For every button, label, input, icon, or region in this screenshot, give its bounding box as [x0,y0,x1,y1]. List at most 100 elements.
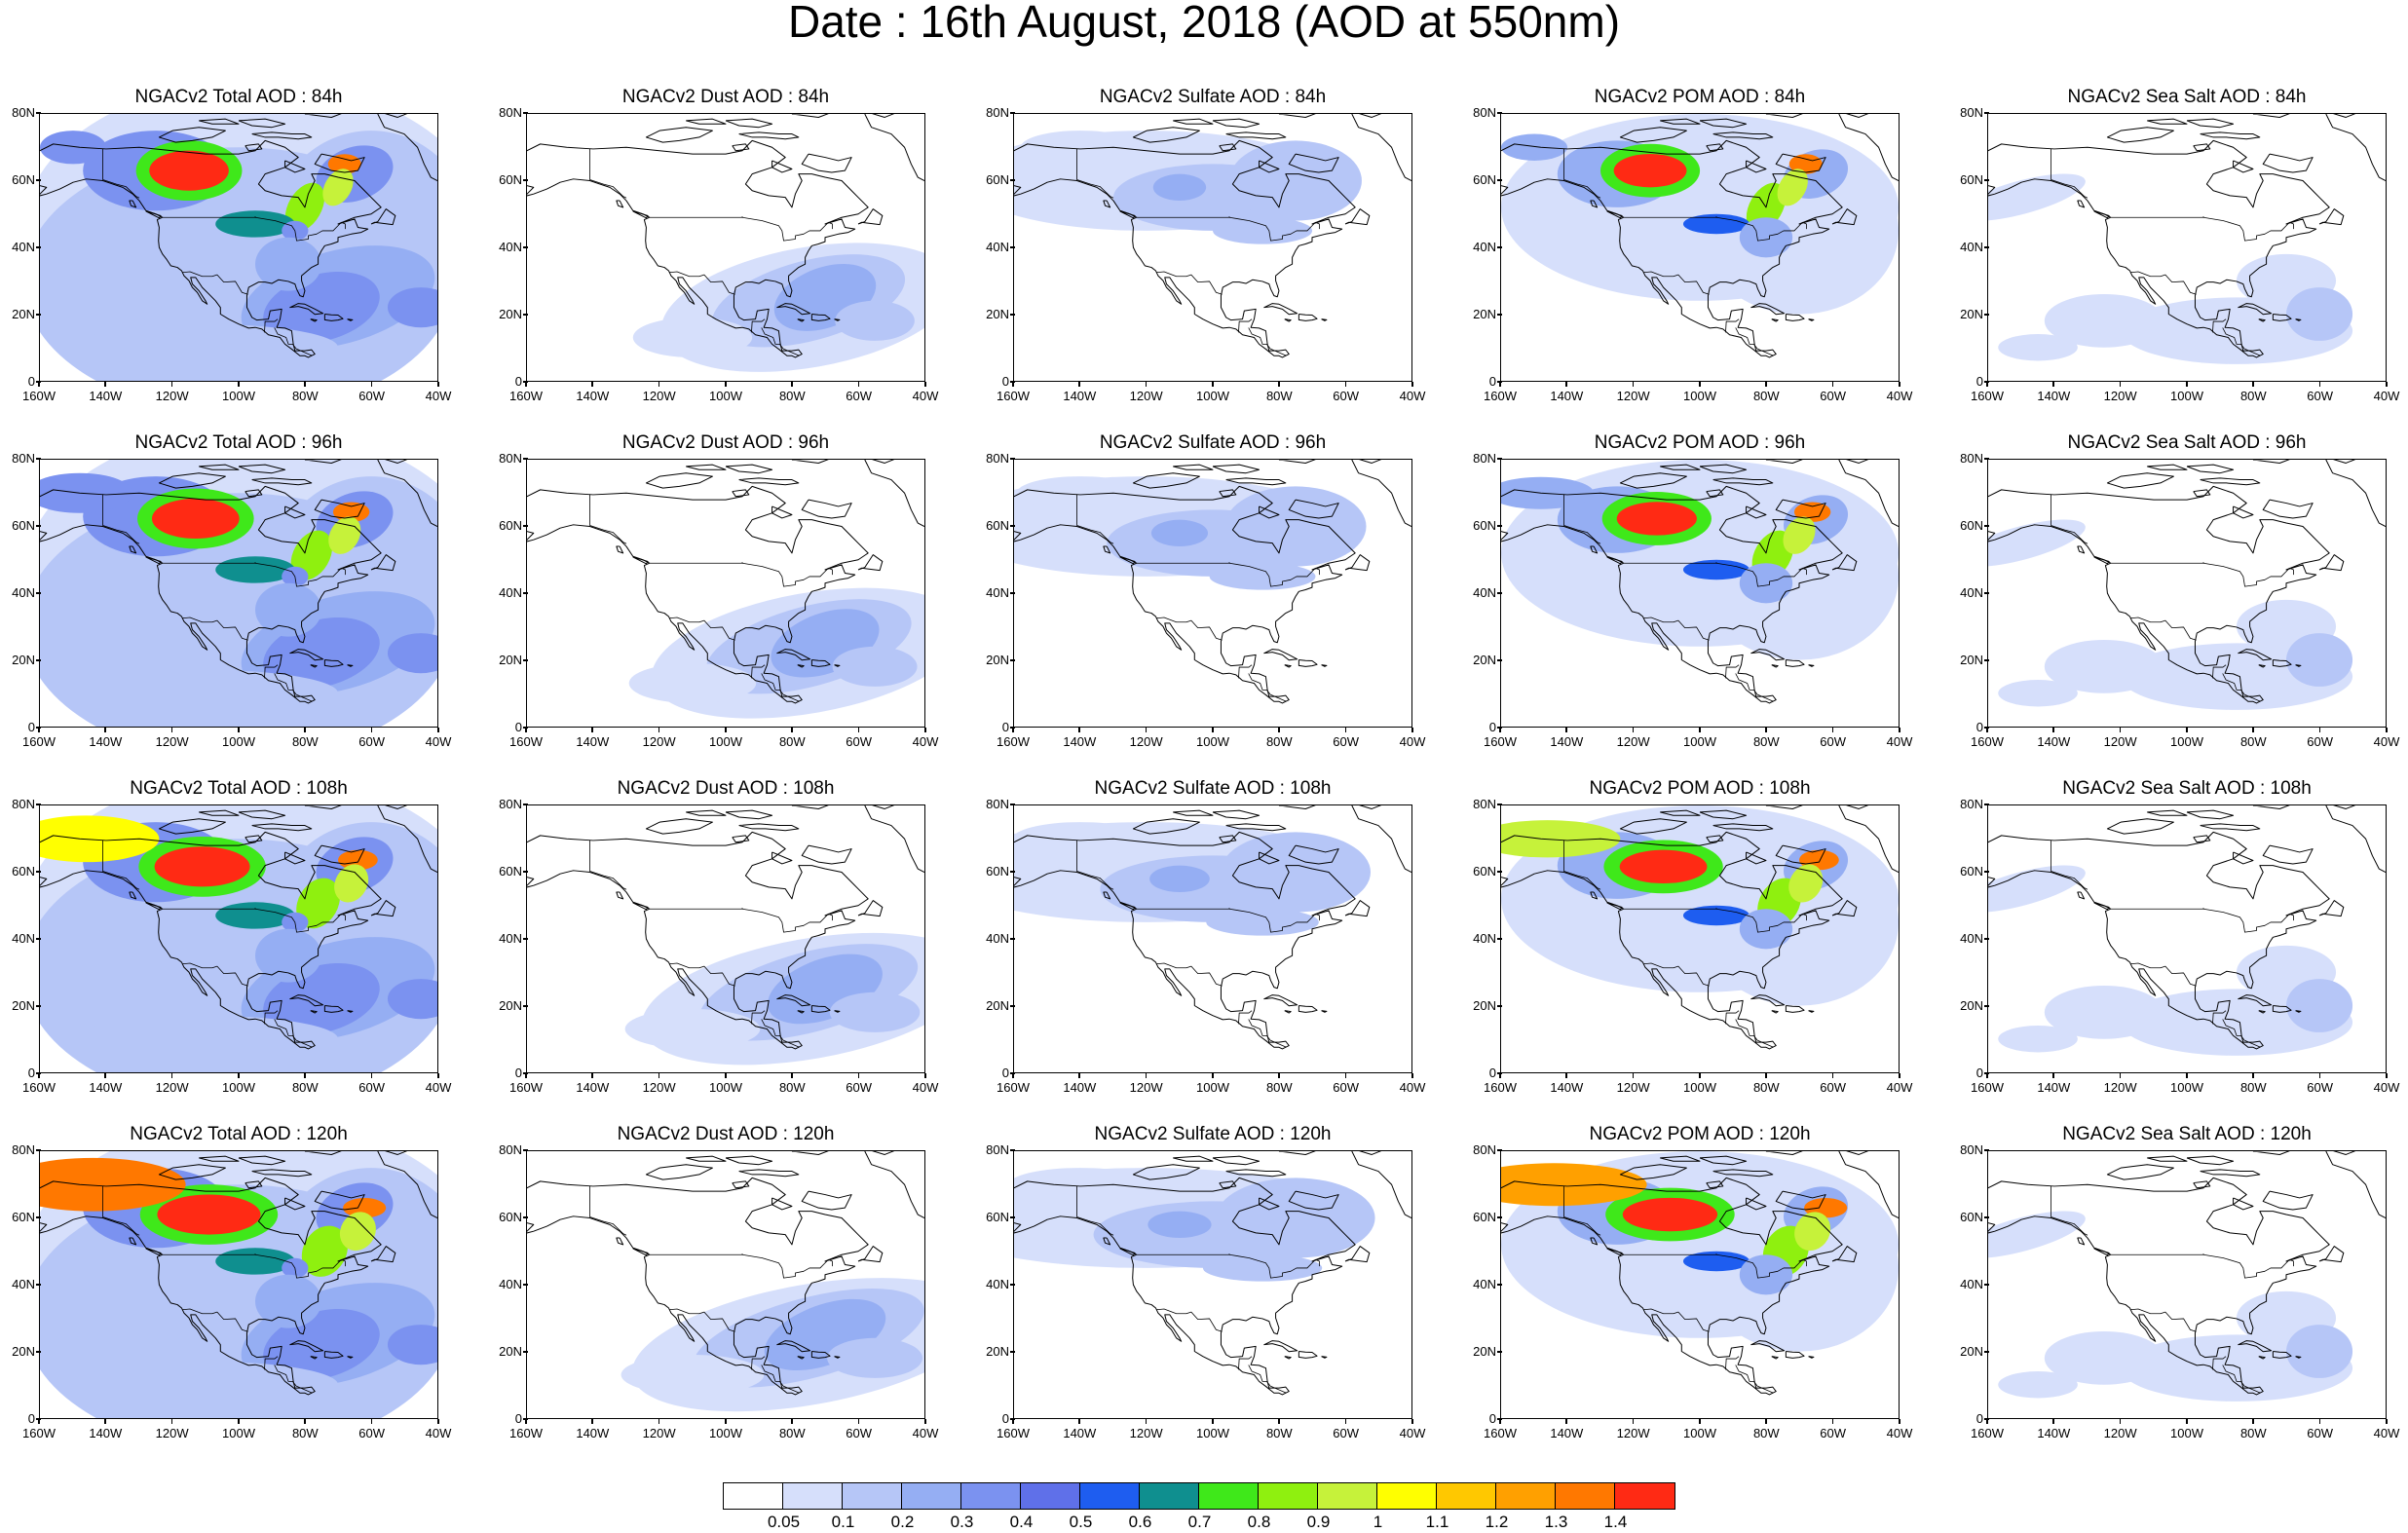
lon-tick-label: 100W [2170,1080,2203,1095]
colorbar-label: 0.1 [831,1513,855,1531]
coastline [1259,1197,1280,1211]
coastline [2333,1151,2356,1155]
lat-tick-label: 0 [27,374,35,389]
aod-region [1501,1163,1647,1207]
lon-tick-label: 80W [1265,1080,1293,1095]
coastline [1344,208,1371,226]
lon-tick [238,382,240,387]
lat-tick-label: 60N [1960,864,1983,879]
country-border [1248,673,1287,702]
panel-title: NGACv2 Sulfate AOD : 108h [1094,778,1332,799]
lat-tick-label: 60N [499,172,522,187]
coastline [289,649,324,661]
country-border [1228,562,1320,587]
coastline [1706,1180,1724,1189]
lat-tick [523,1418,528,1420]
coastline [377,805,437,873]
aod-region [2044,293,2164,348]
lon-tick [2052,382,2054,387]
lon-tick [170,382,173,387]
lat-tick [1984,314,1989,316]
lon-tick [370,1419,373,1424]
panel-title: NGACv2 Sea Salt AOD : 120h [2062,1124,2312,1144]
country-border [2222,1365,2261,1394]
lon-tick [658,1419,660,1424]
coastline [2295,664,2302,667]
map-frame [526,113,925,382]
aod-region [157,1194,261,1235]
lat-tick-label: 20N [12,1344,35,1359]
lat-tick-label: 20N [499,1344,522,1359]
coastline [199,1155,240,1162]
coastline [2233,1197,2254,1211]
lon-tick-label: 120W [1616,1426,1650,1440]
aod-region [2044,985,2164,1039]
lat-tick-label: 40N [1473,585,1496,600]
coastline [872,460,895,464]
aod-region [1998,1026,2078,1053]
coastline [1132,127,1200,143]
coastline [686,464,727,470]
coastline [776,649,811,661]
coastline [2106,472,2174,489]
coastline [2318,900,2345,917]
coastline [347,1356,354,1359]
aod-map [40,1151,437,1418]
country-border [1735,1365,1774,1394]
coastline [1014,139,1356,358]
coastline [2238,994,2273,1007]
coastline [1284,318,1292,322]
coastline [1284,1356,1292,1360]
map-panel: NGACv2 Sea Salt AOD : 96h 0 20N 40N 60N 80N 16… [1948,433,2408,765]
coastline [834,664,841,667]
lat-tick-label: 40N [12,931,35,946]
lon-tick [591,1419,593,1424]
lat-tick [36,1351,41,1353]
aod-region [40,1157,186,1212]
coastline [645,472,713,489]
lat-tick [523,112,528,114]
lon-tick-label: 140W [2037,389,2071,403]
coastline [284,505,306,519]
country-border [2051,1185,2088,1236]
lon-tick [1012,1419,1014,1424]
country-border [1715,562,1807,587]
lon-tick [1145,382,1148,387]
aod-region [1988,865,2086,913]
lon-tick-label: 120W [2103,1080,2137,1095]
lon-tick [38,382,40,387]
panel-title: NGACv2 Dust AOD : 96h [621,432,830,453]
lat-tick-label: 80N [12,797,35,811]
lon-tick [1145,728,1148,732]
colorbar-label: 1.3 [1544,1513,1568,1531]
country-border [254,1253,346,1279]
lat-tick [36,1005,41,1007]
country-border [254,216,346,242]
aod-region [2044,1330,2164,1385]
lon-tick [857,728,860,732]
aod-region [1209,563,1316,590]
lon-tick [1765,1419,1767,1424]
coastline [725,464,773,474]
country-border [1725,1356,1740,1370]
coastline [801,499,852,519]
lon-tick [1699,382,1701,387]
lat-tick-label: 40N [1960,240,1983,254]
lon-tick-label: 160W [1484,1080,1517,1095]
coastline [1119,1248,1136,1256]
lon-tick-label: 100W [222,1080,255,1095]
country-border [2130,962,2197,987]
aod-region [72,669,339,717]
coastline [1699,809,1748,820]
lat-tick [1497,1351,1502,1353]
coastline [2193,1180,2211,1189]
coastline [1846,114,1869,118]
lon-tick-label: 40W [1399,734,1426,749]
aod-map [527,1151,924,1412]
lon-tick-label: 60W [1333,1426,1360,1440]
lat-tick [1010,938,1015,940]
lon-tick [791,382,793,387]
coastline [2238,649,2273,661]
lat-tick [1497,112,1502,114]
aod-region [1220,832,1372,913]
